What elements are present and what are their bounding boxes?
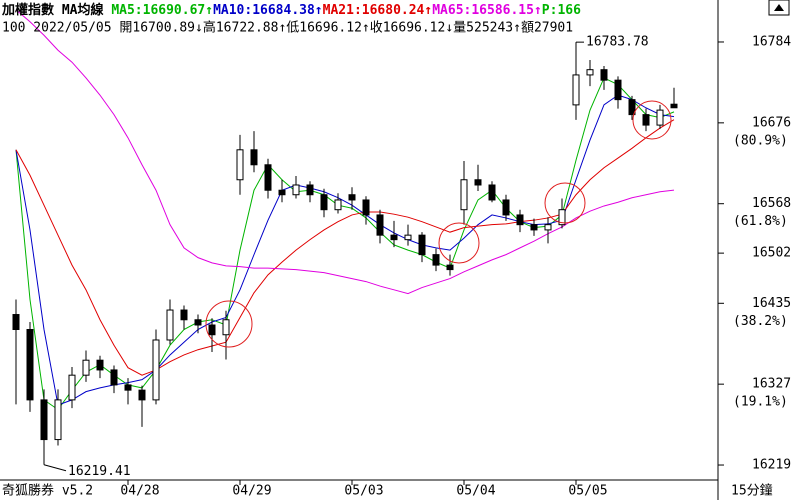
candle-body (656, 109, 664, 126)
candle-body (264, 164, 272, 191)
candle-body (530, 224, 538, 231)
highlight-circle (205, 300, 253, 348)
candle-body (110, 369, 118, 386)
y-tick-label: 16784 (752, 34, 791, 49)
header-title: 加權指數 MA均線 (1, 2, 104, 18)
candle-body (54, 399, 62, 441)
fib-tick-label: (61.8%) (733, 214, 788, 229)
candle-body (376, 214, 384, 236)
candle-body (418, 234, 426, 256)
legend-item: MA65:16586.15↑ (432, 3, 542, 18)
candle-body (334, 199, 342, 211)
highlight-circle (544, 182, 586, 224)
candle-body (166, 309, 174, 341)
max-annotation: 16783.78 (586, 35, 649, 50)
fib-tick-label: (80.9%) (733, 133, 788, 148)
highlight-circle (438, 222, 480, 264)
candle-body (138, 389, 146, 401)
scroll-arrow (774, 4, 784, 11)
candle-body (390, 234, 398, 241)
y-tick-label: 16502 (752, 246, 791, 261)
candle-body (12, 314, 20, 331)
candle-body (180, 309, 188, 321)
candle-body (306, 184, 314, 196)
candle-body (558, 209, 566, 226)
candle-body (488, 184, 496, 201)
candle-body (544, 224, 552, 231)
candle-body (40, 399, 48, 441)
candle-body (320, 194, 328, 211)
legend-item: P:166 (542, 3, 581, 18)
candle-body (68, 374, 76, 401)
header-line: 加權指數 MA均線 MA5:16690.67↑MA10:16684.38↑MA2… (1, 2, 581, 18)
header: 加權指數 MA均線 MA5:16690.67↑MA10:16684.38↑MA2… (1, 2, 581, 36)
y-tick-label: 16676 (752, 115, 791, 130)
candle-body (502, 199, 510, 216)
candle-body (628, 99, 636, 116)
info-line: 100 2022/05/05 開16700.89↓高16722.88↑低1669… (2, 20, 573, 36)
candle-body (222, 319, 230, 336)
candle-body (474, 179, 482, 186)
candle-body (446, 264, 454, 271)
highlight-circles (205, 100, 672, 348)
x-tick-label: 05/05 (568, 484, 607, 499)
candle-body (278, 189, 286, 196)
candle-body (642, 114, 650, 126)
min-annotation: 16219.41 (68, 464, 131, 479)
y-tick-label: 16327 (752, 377, 791, 392)
y-tick-label: 16435 (752, 296, 791, 311)
legend-item: MA10:16684.38↑ (213, 3, 323, 18)
x-tick-label: 05/04 (456, 484, 495, 499)
legend-item: MA5:16690.67↑ (111, 3, 213, 18)
footer-left: 奇狐勝券 v5.2 (2, 483, 93, 499)
candle-body (404, 234, 412, 241)
y-tick-label: 16219 (752, 458, 791, 473)
highlight-circle (632, 100, 672, 140)
plot-area (12, 9, 678, 465)
candle-body (96, 359, 104, 371)
candle-body (572, 74, 580, 106)
candle-body (152, 339, 160, 401)
candle-body (432, 254, 440, 266)
candle-body (208, 324, 216, 336)
candle-body (26, 329, 34, 401)
x-tick-label: 04/29 (232, 484, 271, 499)
ma-line (15, 9, 675, 295)
x-tick-label: 05/03 (344, 484, 383, 499)
candle-body (82, 359, 90, 376)
x-tick-label: 04/28 (120, 484, 159, 499)
fib-tick-label: (19.1%) (733, 395, 788, 410)
candle-body (614, 79, 622, 101)
candle-body (250, 149, 258, 166)
annotation-leader (43, 464, 67, 472)
footer-right: 15分鐘 (731, 483, 773, 499)
legend-item: MA21:16680.24↑ (323, 3, 433, 18)
candle-body (236, 149, 244, 181)
candle-body (600, 69, 608, 81)
candle-body (516, 214, 524, 226)
candle-body (362, 199, 370, 216)
candle-body (586, 69, 594, 76)
candle-body (194, 319, 202, 326)
candle-body (460, 179, 468, 211)
candle-body (124, 384, 132, 391)
candle-body (348, 194, 356, 201)
candle-body (670, 103, 678, 109)
y-tick-label: 16568 (752, 196, 791, 211)
fib-tick-label: (38.2%) (733, 314, 788, 329)
candle-body (292, 184, 300, 196)
